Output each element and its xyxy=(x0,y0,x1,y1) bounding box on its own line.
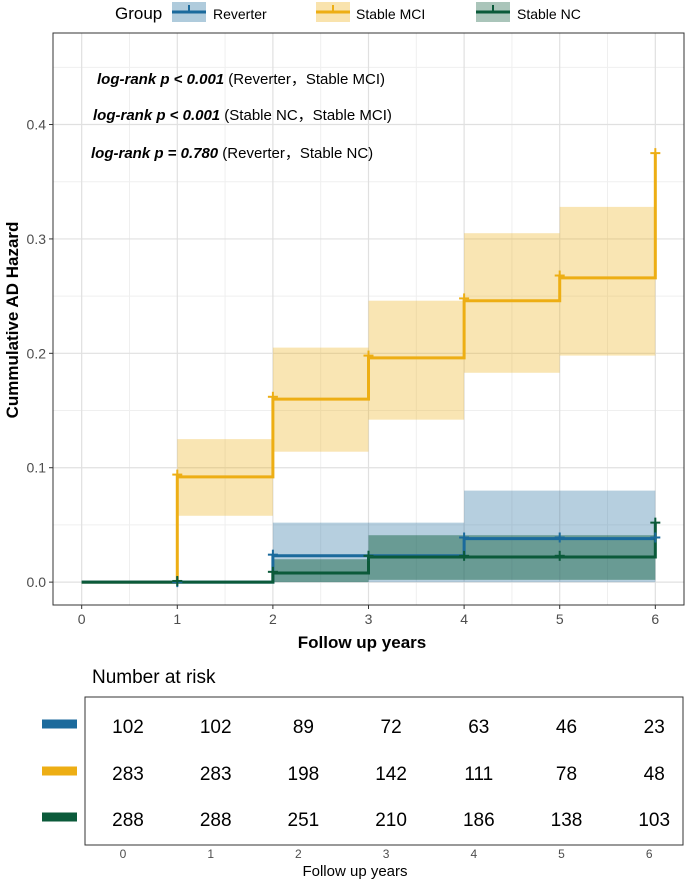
legend-title: Group xyxy=(115,4,162,23)
plot-panel: 0.0 0.1 0.2 0.3 0.4 0 1 2 3 4 5 6 xyxy=(27,32,685,627)
risk-table-title: Number at risk xyxy=(92,667,216,688)
censor-mark-reverter xyxy=(459,532,470,543)
legend-label-reverter: Reverter xyxy=(213,6,267,22)
x-axis-ticks: 0 1 2 3 4 5 6 xyxy=(78,605,659,627)
legend-item-stable-nc: Stable NC xyxy=(476,2,581,22)
risk-x-tick-label: 2 xyxy=(295,847,302,861)
legend-label-stable-mci: Stable MCI xyxy=(356,6,425,22)
y-axis-title: Cummulative AD Hazard xyxy=(3,222,22,419)
censor-mark-stable-mci xyxy=(267,391,278,402)
risk-x-tick-label: 4 xyxy=(470,847,477,861)
censor-marks xyxy=(172,148,661,588)
y-axis-ticks: 0.0 0.1 0.2 0.3 0.4 xyxy=(27,117,53,590)
censor-mark-stable-nc xyxy=(650,517,661,528)
ci-band-stable-mci xyxy=(559,206,656,356)
risk-cell: 102 xyxy=(200,717,232,738)
risk-x-tick-label: 0 xyxy=(120,847,127,861)
risk-cell: 283 xyxy=(112,764,144,785)
risk-table-keys xyxy=(42,719,77,822)
risk-table-cells: 102 102 89 72 63 46 23 283 283 198 142 111 78 48 288 28… xyxy=(112,717,670,831)
annotation-1-groups: (Reverter，Stable MCI) xyxy=(224,71,385,88)
censor-mark-stable-mci xyxy=(363,350,374,361)
censor-mark-stable-nc xyxy=(172,575,183,586)
annotation-2-stat: log-rank p < 0.001 xyxy=(93,107,220,124)
x-tick-label: 6 xyxy=(651,611,659,627)
x-tick-label: 1 xyxy=(173,611,181,627)
y-tick-label: 0.2 xyxy=(27,345,47,361)
censor-mark-stable-nc xyxy=(267,566,278,577)
legend: Group Reverter Stable MCI Stable NC xyxy=(115,2,581,23)
risk-cell: 198 xyxy=(288,764,320,785)
y-tick-label: 0.1 xyxy=(27,460,47,476)
risk-cell: 251 xyxy=(288,810,320,831)
risk-cell: 78 xyxy=(556,764,577,785)
logrank-annotations: log-rank p < 0.001 (Reverter，Stable MCI)… xyxy=(91,71,392,162)
x-axis-title: Follow up years xyxy=(298,633,426,652)
legend-item-reverter: Reverter xyxy=(172,2,267,22)
annotation-3-stat: log-rank p = 0.780 xyxy=(91,145,219,162)
annotation-2: log-rank p < 0.001 (Stable NC，Stable MCI… xyxy=(93,107,392,124)
risk-cell: 288 xyxy=(200,810,232,831)
risk-cell: 72 xyxy=(381,717,402,738)
censor-mark-stable-mci xyxy=(554,270,565,281)
x-tick-label: 5 xyxy=(556,611,564,627)
censor-mark-stable-nc xyxy=(554,550,565,561)
ci-band-stable-mci xyxy=(368,300,465,420)
risk-cell: 283 xyxy=(200,764,232,785)
risk-cell: 48 xyxy=(644,764,665,785)
y-tick-label: 0.3 xyxy=(27,231,47,247)
censor-mark-reverter xyxy=(554,532,565,543)
risk-table-x-ticks: 0 1 2 3 4 5 6 xyxy=(120,847,653,861)
risk-x-tick-label: 6 xyxy=(646,847,653,861)
legend-item-stable-mci: Stable MCI xyxy=(316,2,425,22)
risk-cell: 142 xyxy=(375,764,407,785)
risk-cell: 288 xyxy=(112,810,144,831)
x-tick-label: 0 xyxy=(78,611,86,627)
risk-cell: 210 xyxy=(375,810,407,831)
risk-x-tick-label: 1 xyxy=(207,847,214,861)
censor-mark-stable-mci xyxy=(650,148,661,159)
risk-cell: 89 xyxy=(293,717,314,738)
risk-cell: 186 xyxy=(463,810,495,831)
risk-cell: 102 xyxy=(112,717,144,738)
x-tick-label: 3 xyxy=(365,611,373,627)
ci-band-stable-mci xyxy=(464,233,560,373)
ci-band-reverter xyxy=(464,490,560,583)
risk-x-tick-label: 3 xyxy=(383,847,390,861)
risk-cell: 138 xyxy=(551,810,583,831)
censor-mark-reverter xyxy=(267,549,278,560)
ci-band-reverter xyxy=(368,522,465,583)
risk-cell: 46 xyxy=(556,717,577,738)
x-tick-label: 2 xyxy=(269,611,277,627)
annotation-1: log-rank p < 0.001 (Reverter，Stable MCI) xyxy=(97,71,385,88)
annotation-1-stat: log-rank p < 0.001 xyxy=(97,71,224,88)
censor-mark-stable-nc xyxy=(459,550,470,561)
censor-mark-reverter xyxy=(650,532,661,543)
annotation-3-groups: (Reverter，Stable NC) xyxy=(218,145,373,162)
risk-table-x-title: Follow up years xyxy=(302,863,407,880)
legend-label-stable-nc: Stable NC xyxy=(517,6,581,22)
x-tick-label: 4 xyxy=(460,611,468,627)
censor-mark-stable-nc xyxy=(363,550,374,561)
hazard-line-stable-nc xyxy=(81,522,657,584)
risk-cell: 103 xyxy=(638,810,670,831)
risk-table-frame xyxy=(84,696,684,846)
y-tick-label: 0.0 xyxy=(27,574,47,590)
risk-x-tick-label: 5 xyxy=(558,847,565,861)
censor-mark-stable-mci xyxy=(172,469,183,480)
y-tick-label: 0.4 xyxy=(27,117,47,133)
censor-mark-stable-mci xyxy=(459,293,470,304)
ci-band-reverter xyxy=(559,490,656,583)
annotation-2-groups: (Stable NC，Stable MCI) xyxy=(220,107,392,124)
risk-cell: 63 xyxy=(468,717,489,738)
grid-major xyxy=(53,33,684,605)
risk-cell: 111 xyxy=(464,764,493,785)
ci-band-stable-nc xyxy=(272,559,369,583)
annotation-3: log-rank p = 0.780 (Reverter，Stable NC) xyxy=(91,145,373,162)
risk-cell: 23 xyxy=(644,717,665,738)
